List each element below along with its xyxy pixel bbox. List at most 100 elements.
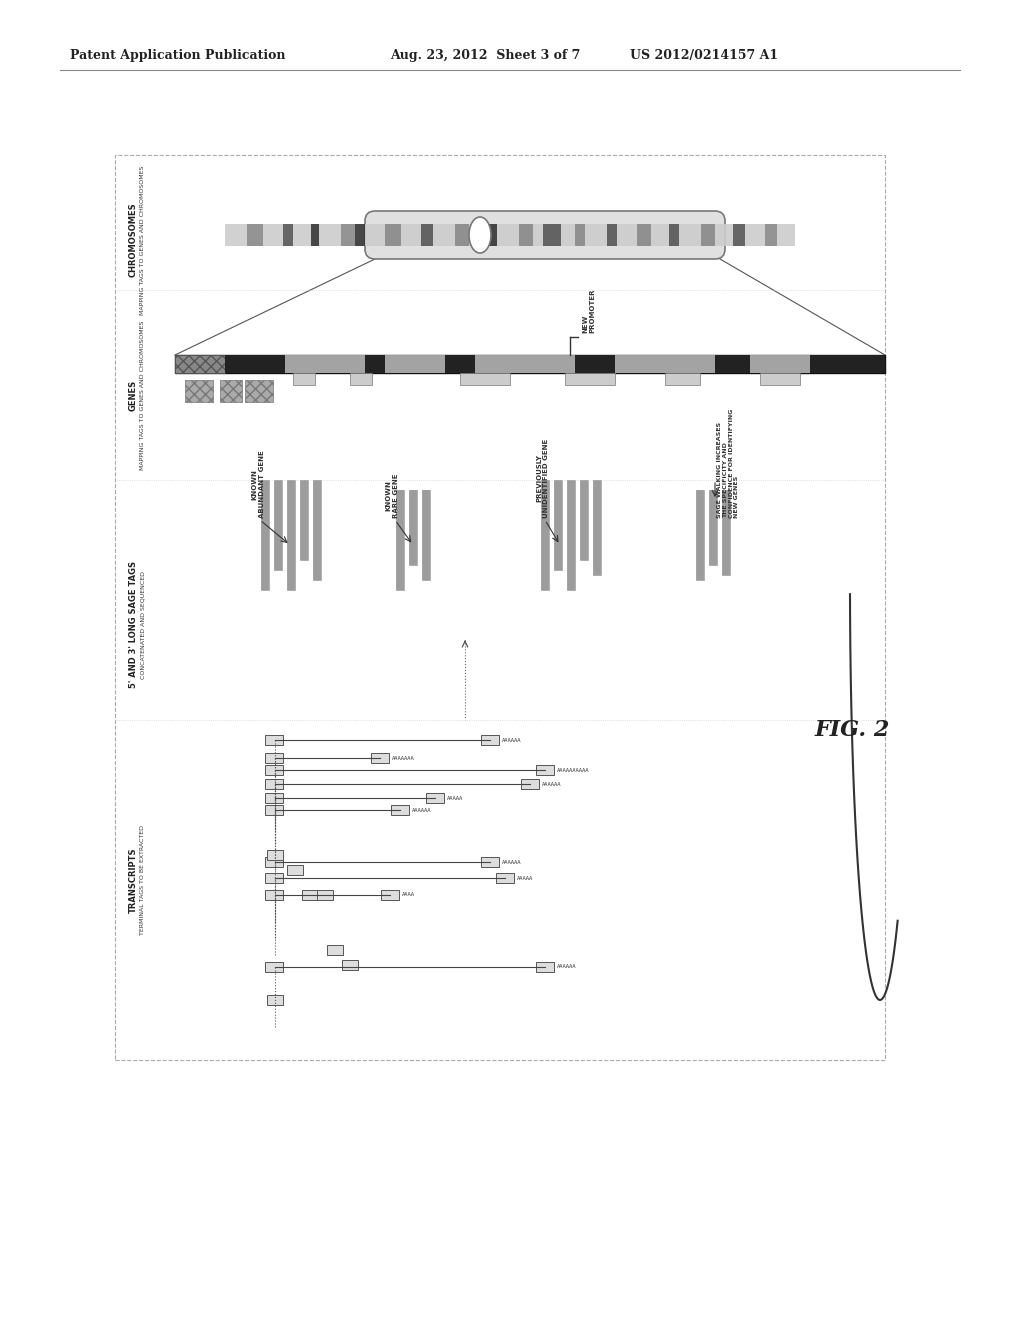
Bar (287, 865, 303, 875)
Bar (265, 779, 283, 789)
Bar (274, 480, 282, 570)
Text: AAAAAA: AAAAAA (502, 738, 521, 742)
Bar (701, 224, 715, 246)
Bar (607, 224, 617, 246)
Text: SAGE WALKING INCREASES
THE SPECIFICITY AND
CONFIDENCE FOR IDENTIFYING
NEW GENES: SAGE WALKING INCREASES THE SPECIFICITY A… (717, 409, 739, 517)
Bar (327, 945, 343, 954)
Bar (115, 154, 885, 1060)
Bar (651, 224, 669, 246)
Bar (519, 224, 534, 246)
Bar (679, 224, 701, 246)
Text: CONCATENATED AND SEQUENCED: CONCATENATED AND SEQUENCED (140, 572, 145, 678)
Bar (567, 480, 575, 590)
Bar (536, 766, 554, 775)
Bar (265, 857, 283, 867)
Bar (313, 480, 321, 579)
Bar (175, 355, 225, 374)
Ellipse shape (469, 216, 490, 253)
Text: US 2012/0214157 A1: US 2012/0214157 A1 (630, 49, 778, 62)
Bar (265, 805, 283, 814)
Bar (696, 490, 705, 579)
Text: FIG. 2: FIG. 2 (815, 719, 891, 741)
Text: MAPPING TAGS TO GENES AND CHROMOSOMES: MAPPING TAGS TO GENES AND CHROMOSOMES (140, 165, 145, 314)
Text: CHROMOSOMES: CHROMOSOMES (128, 203, 137, 277)
Bar (709, 490, 717, 565)
Bar (391, 805, 409, 814)
Bar (496, 873, 514, 883)
Bar (534, 224, 543, 246)
Bar (283, 224, 293, 246)
Bar (475, 355, 575, 374)
Bar (220, 380, 242, 403)
Bar (777, 224, 795, 246)
Bar (455, 224, 469, 246)
Bar (225, 224, 247, 246)
Bar (665, 374, 700, 385)
Bar (175, 355, 885, 374)
Bar (265, 752, 283, 763)
Bar (481, 857, 499, 867)
Bar (722, 490, 730, 576)
Bar (765, 224, 777, 246)
Bar (265, 766, 283, 775)
Bar (365, 355, 385, 374)
Bar (302, 890, 318, 900)
Bar (585, 224, 607, 246)
Bar (561, 224, 575, 246)
Bar (554, 480, 562, 570)
Bar (460, 374, 510, 385)
Bar (261, 480, 269, 590)
Bar (481, 735, 499, 744)
Bar (285, 355, 365, 374)
Bar (287, 480, 295, 590)
Bar (421, 224, 433, 246)
Bar (385, 355, 445, 374)
Text: GENES: GENES (128, 379, 137, 411)
Bar (265, 735, 283, 744)
Bar (293, 374, 315, 385)
Text: AAAAAA: AAAAAA (542, 781, 561, 787)
Text: Patent Application Publication: Patent Application Publication (70, 49, 286, 62)
Bar (745, 224, 765, 246)
Bar (715, 224, 733, 246)
Text: AAAAAA: AAAAAA (502, 859, 521, 865)
Text: AAAA: AAAA (402, 892, 415, 898)
Bar (810, 355, 885, 374)
Bar (401, 224, 421, 246)
Bar (426, 793, 444, 803)
Bar (267, 850, 283, 861)
Bar (536, 962, 554, 972)
Bar (521, 779, 539, 789)
Text: AAAAA: AAAAA (447, 796, 463, 800)
Bar (617, 224, 637, 246)
Bar (371, 752, 389, 763)
Bar (543, 224, 561, 246)
Bar (342, 960, 358, 970)
Text: AAAAAA: AAAAAA (412, 808, 431, 813)
Bar (245, 380, 273, 403)
Bar (637, 224, 651, 246)
Text: Aug. 23, 2012  Sheet 3 of 7: Aug. 23, 2012 Sheet 3 of 7 (390, 49, 581, 62)
Bar (265, 890, 283, 900)
Bar (445, 355, 475, 374)
Text: AAAAA: AAAAA (517, 875, 534, 880)
Bar (433, 224, 455, 246)
Bar (265, 873, 283, 883)
Bar (355, 224, 365, 246)
Bar (293, 224, 311, 246)
Bar (497, 224, 519, 246)
Bar (760, 374, 800, 385)
Bar (265, 962, 283, 972)
Bar (350, 374, 372, 385)
Bar (469, 224, 487, 246)
Text: KNOWN
ABUNDANT GENE: KNOWN ABUNDANT GENE (252, 450, 264, 517)
Bar (319, 224, 341, 246)
Bar (300, 480, 308, 560)
Bar (422, 490, 430, 579)
Bar (409, 490, 417, 565)
Bar (385, 224, 401, 246)
Text: TRANSCRIPTS: TRANSCRIPTS (128, 847, 137, 912)
Bar (487, 224, 497, 246)
Bar (267, 995, 283, 1005)
Bar (341, 224, 355, 246)
